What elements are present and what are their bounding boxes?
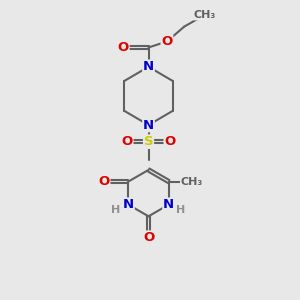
Text: O: O	[118, 41, 129, 54]
Text: H: H	[176, 205, 186, 215]
Text: H: H	[111, 205, 121, 215]
Text: O: O	[122, 135, 133, 148]
Text: N: N	[143, 60, 154, 73]
Text: O: O	[98, 175, 110, 188]
Text: S: S	[144, 135, 153, 148]
Text: N: N	[143, 118, 154, 131]
Text: O: O	[164, 135, 175, 148]
Text: O: O	[161, 35, 172, 48]
Text: N: N	[163, 198, 174, 211]
Text: N: N	[123, 198, 134, 211]
Text: O: O	[143, 231, 154, 244]
Text: CH₃: CH₃	[181, 176, 203, 187]
Text: CH₃: CH₃	[194, 10, 216, 20]
